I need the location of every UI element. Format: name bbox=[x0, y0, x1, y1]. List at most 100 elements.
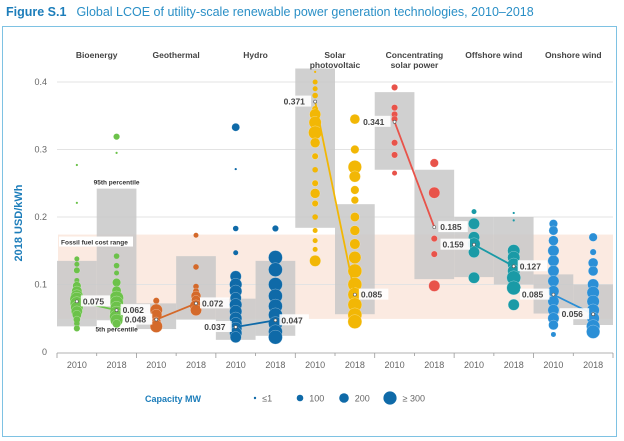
legend-title: Capacity MW bbox=[145, 394, 202, 404]
weighted-average-label: 0.062 bbox=[123, 305, 145, 315]
data-point bbox=[74, 256, 80, 262]
data-point bbox=[471, 209, 477, 215]
category-label: solar power bbox=[391, 60, 439, 70]
data-point bbox=[350, 212, 360, 222]
data-point bbox=[350, 145, 360, 154]
data-point bbox=[74, 261, 80, 267]
weighted-average-label: 0.072 bbox=[202, 298, 224, 308]
data-point bbox=[115, 151, 118, 154]
data-point bbox=[468, 271, 480, 284]
legend-label: 100 bbox=[309, 394, 324, 404]
x-tick-label: 2010 bbox=[67, 360, 87, 370]
data-point bbox=[430, 250, 438, 258]
data-point bbox=[268, 250, 283, 265]
weighted-average-marker bbox=[472, 242, 476, 247]
data-point bbox=[268, 262, 283, 277]
weighted-average-marker bbox=[313, 99, 317, 104]
weighted-average-label: 0.085 bbox=[522, 290, 544, 300]
category-label: Geothermal bbox=[153, 50, 200, 60]
data-point bbox=[193, 232, 199, 238]
data-point bbox=[548, 319, 559, 331]
weighted-average-marker bbox=[194, 301, 198, 306]
value-label-bg bbox=[200, 297, 230, 309]
data-point bbox=[312, 238, 318, 244]
weighted-average-label: 0.159 bbox=[443, 240, 465, 250]
data-point bbox=[468, 246, 480, 258]
data-point bbox=[588, 232, 598, 242]
data-point bbox=[589, 248, 597, 256]
weighted-average-line bbox=[155, 302, 197, 321]
data-point bbox=[391, 151, 398, 159]
category-label: Hydro bbox=[243, 50, 268, 60]
data-point bbox=[268, 329, 283, 345]
weighted-average-line bbox=[473, 243, 515, 268]
data-point bbox=[113, 262, 120, 269]
data-point bbox=[392, 170, 398, 176]
data-point bbox=[312, 246, 318, 252]
x-tick-label: 2018 bbox=[107, 360, 127, 370]
data-point bbox=[347, 314, 363, 329]
data-point bbox=[229, 331, 242, 343]
data-point bbox=[73, 266, 81, 274]
data-point bbox=[314, 70, 317, 73]
value-label-bg bbox=[440, 238, 470, 250]
legend-bubble bbox=[339, 393, 349, 403]
weighted-average-marker bbox=[114, 308, 119, 312]
data-point bbox=[312, 92, 318, 99]
data-point bbox=[547, 275, 560, 287]
figure-title-text: Global LCOE of utility-scale renewable p… bbox=[76, 5, 534, 19]
data-point bbox=[349, 170, 361, 183]
data-point bbox=[152, 297, 160, 305]
weighted-average-label: 0.341 bbox=[363, 117, 385, 127]
data-point bbox=[310, 137, 321, 148]
data-point bbox=[312, 214, 318, 220]
data-point bbox=[348, 251, 362, 264]
value-label-bg bbox=[279, 314, 309, 326]
value-label-bg bbox=[361, 115, 391, 127]
data-point bbox=[586, 324, 601, 339]
x-tick-label: 2010 bbox=[146, 360, 166, 370]
weighted-average-line bbox=[235, 319, 276, 328]
weighted-average-marker bbox=[511, 264, 516, 269]
weighted-average-marker bbox=[75, 299, 79, 304]
x-tick-label: 2010 bbox=[464, 360, 484, 370]
p95-annotation: 95th percentile bbox=[94, 180, 140, 187]
fossil-fuel-label: Fossil fuel cost range bbox=[61, 240, 128, 247]
value-label-bg bbox=[80, 295, 111, 307]
data-point bbox=[350, 196, 359, 205]
x-tick-label: 2010 bbox=[385, 360, 405, 370]
data-point bbox=[234, 167, 237, 171]
y-tick-label: 0.3 bbox=[34, 145, 47, 155]
x-tick-label: 2010 bbox=[543, 360, 563, 370]
category-label: Solar bbox=[324, 50, 346, 60]
data-point bbox=[512, 219, 515, 222]
data-point bbox=[312, 166, 318, 173]
x-tick-label: 2018 bbox=[424, 360, 444, 370]
data-point bbox=[512, 211, 515, 215]
weighted-average-line bbox=[314, 101, 356, 295]
data-point bbox=[113, 253, 120, 259]
weighted-average-marker bbox=[353, 292, 357, 297]
data-point bbox=[391, 104, 398, 112]
category-label: photovoltaic bbox=[310, 60, 361, 70]
value-label-bg bbox=[559, 308, 590, 320]
weighted-average-label: 0.056 bbox=[562, 309, 584, 319]
weighted-average-label: 0.085 bbox=[361, 290, 383, 300]
weighted-average-label: 0.048 bbox=[125, 315, 147, 325]
category-label: Concentrating bbox=[386, 50, 444, 60]
data-point bbox=[193, 264, 199, 270]
data-point bbox=[429, 158, 439, 168]
weighted-average-label: 0.047 bbox=[281, 315, 303, 325]
value-label-bg bbox=[358, 288, 389, 300]
data-point bbox=[231, 123, 240, 132]
data-point bbox=[193, 283, 199, 290]
data-point bbox=[73, 324, 81, 332]
weighted-average-marker bbox=[392, 120, 397, 124]
value-label-bg bbox=[122, 313, 153, 325]
data-point bbox=[349, 225, 360, 236]
value-label-bg bbox=[120, 304, 151, 316]
value-label-bg bbox=[519, 288, 550, 300]
data-point bbox=[548, 235, 559, 246]
